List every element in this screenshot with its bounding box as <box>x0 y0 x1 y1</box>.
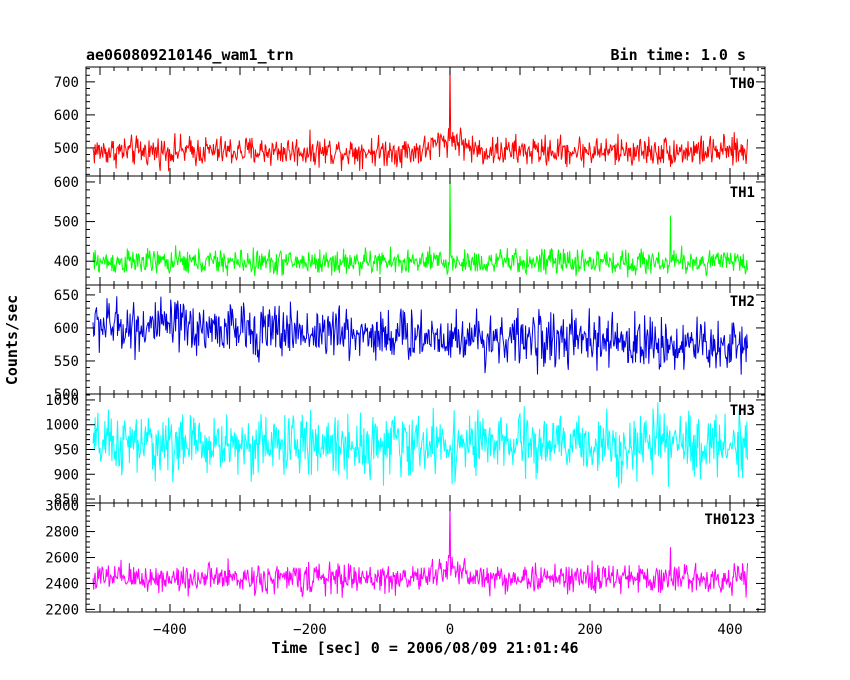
y-tick-label: 3000 <box>45 499 79 515</box>
y-tick-label: 550 <box>54 354 79 370</box>
y-tick-label: 2600 <box>45 551 79 567</box>
plot-layer: TH0 500 600 700 TH1 400 500 600 TH2 500 550 600 650 T… <box>45 66 766 638</box>
series-line-th3 <box>92 402 748 488</box>
y-tick-label: 600 <box>54 321 79 337</box>
chart-title-right: Bin time: 1.0 s <box>611 46 746 64</box>
y-axis-label: Counts/sec <box>3 295 21 385</box>
y-tick-label: 900 <box>54 467 79 483</box>
y-tick-label: 850 <box>54 492 79 508</box>
y-tick-label: 2400 <box>45 576 79 592</box>
y-tick-label: 2200 <box>45 602 79 618</box>
x-axis-label: Time [sec] 0 = 2006/08/09 21:01:46 <box>271 639 578 657</box>
y-tick-label: 700 <box>54 75 79 91</box>
series-line-th0123 <box>92 503 748 598</box>
y-tick-label: 1000 <box>45 418 79 434</box>
y-tick-label: 500 <box>54 141 79 157</box>
y-tick-label: 950 <box>54 442 79 458</box>
series-line-th2 <box>92 296 748 375</box>
panel-label-th2: TH2 <box>730 294 755 310</box>
panel-label-th1: TH1 <box>730 185 755 201</box>
panel-label-th0: TH0 <box>730 76 755 92</box>
x-tick-label: 0 <box>446 622 454 638</box>
y-tick-label: 600 <box>54 175 79 191</box>
x-tick-label: −400 <box>153 622 187 638</box>
y-tick-label: 650 <box>54 288 79 304</box>
y-tick-label: 2800 <box>45 525 79 541</box>
chart-title-left: ae060809210146_wam1_trn <box>86 46 294 64</box>
x-tick-label: −200 <box>293 622 327 638</box>
x-tick-label: 400 <box>717 622 742 638</box>
y-tick-label: 500 <box>54 387 79 403</box>
x-tick-label: 200 <box>577 622 602 638</box>
panel-label-th3: TH3 <box>730 403 755 419</box>
panel-label-th0123: TH0123 <box>704 512 755 528</box>
series-line-th0 <box>92 67 748 172</box>
y-tick-label: 1050 <box>45 393 79 409</box>
y-tick-label: 500 <box>54 215 79 231</box>
series-line-th1 <box>92 176 748 278</box>
y-tick-label: 400 <box>54 254 79 270</box>
y-tick-label: 600 <box>54 108 79 124</box>
